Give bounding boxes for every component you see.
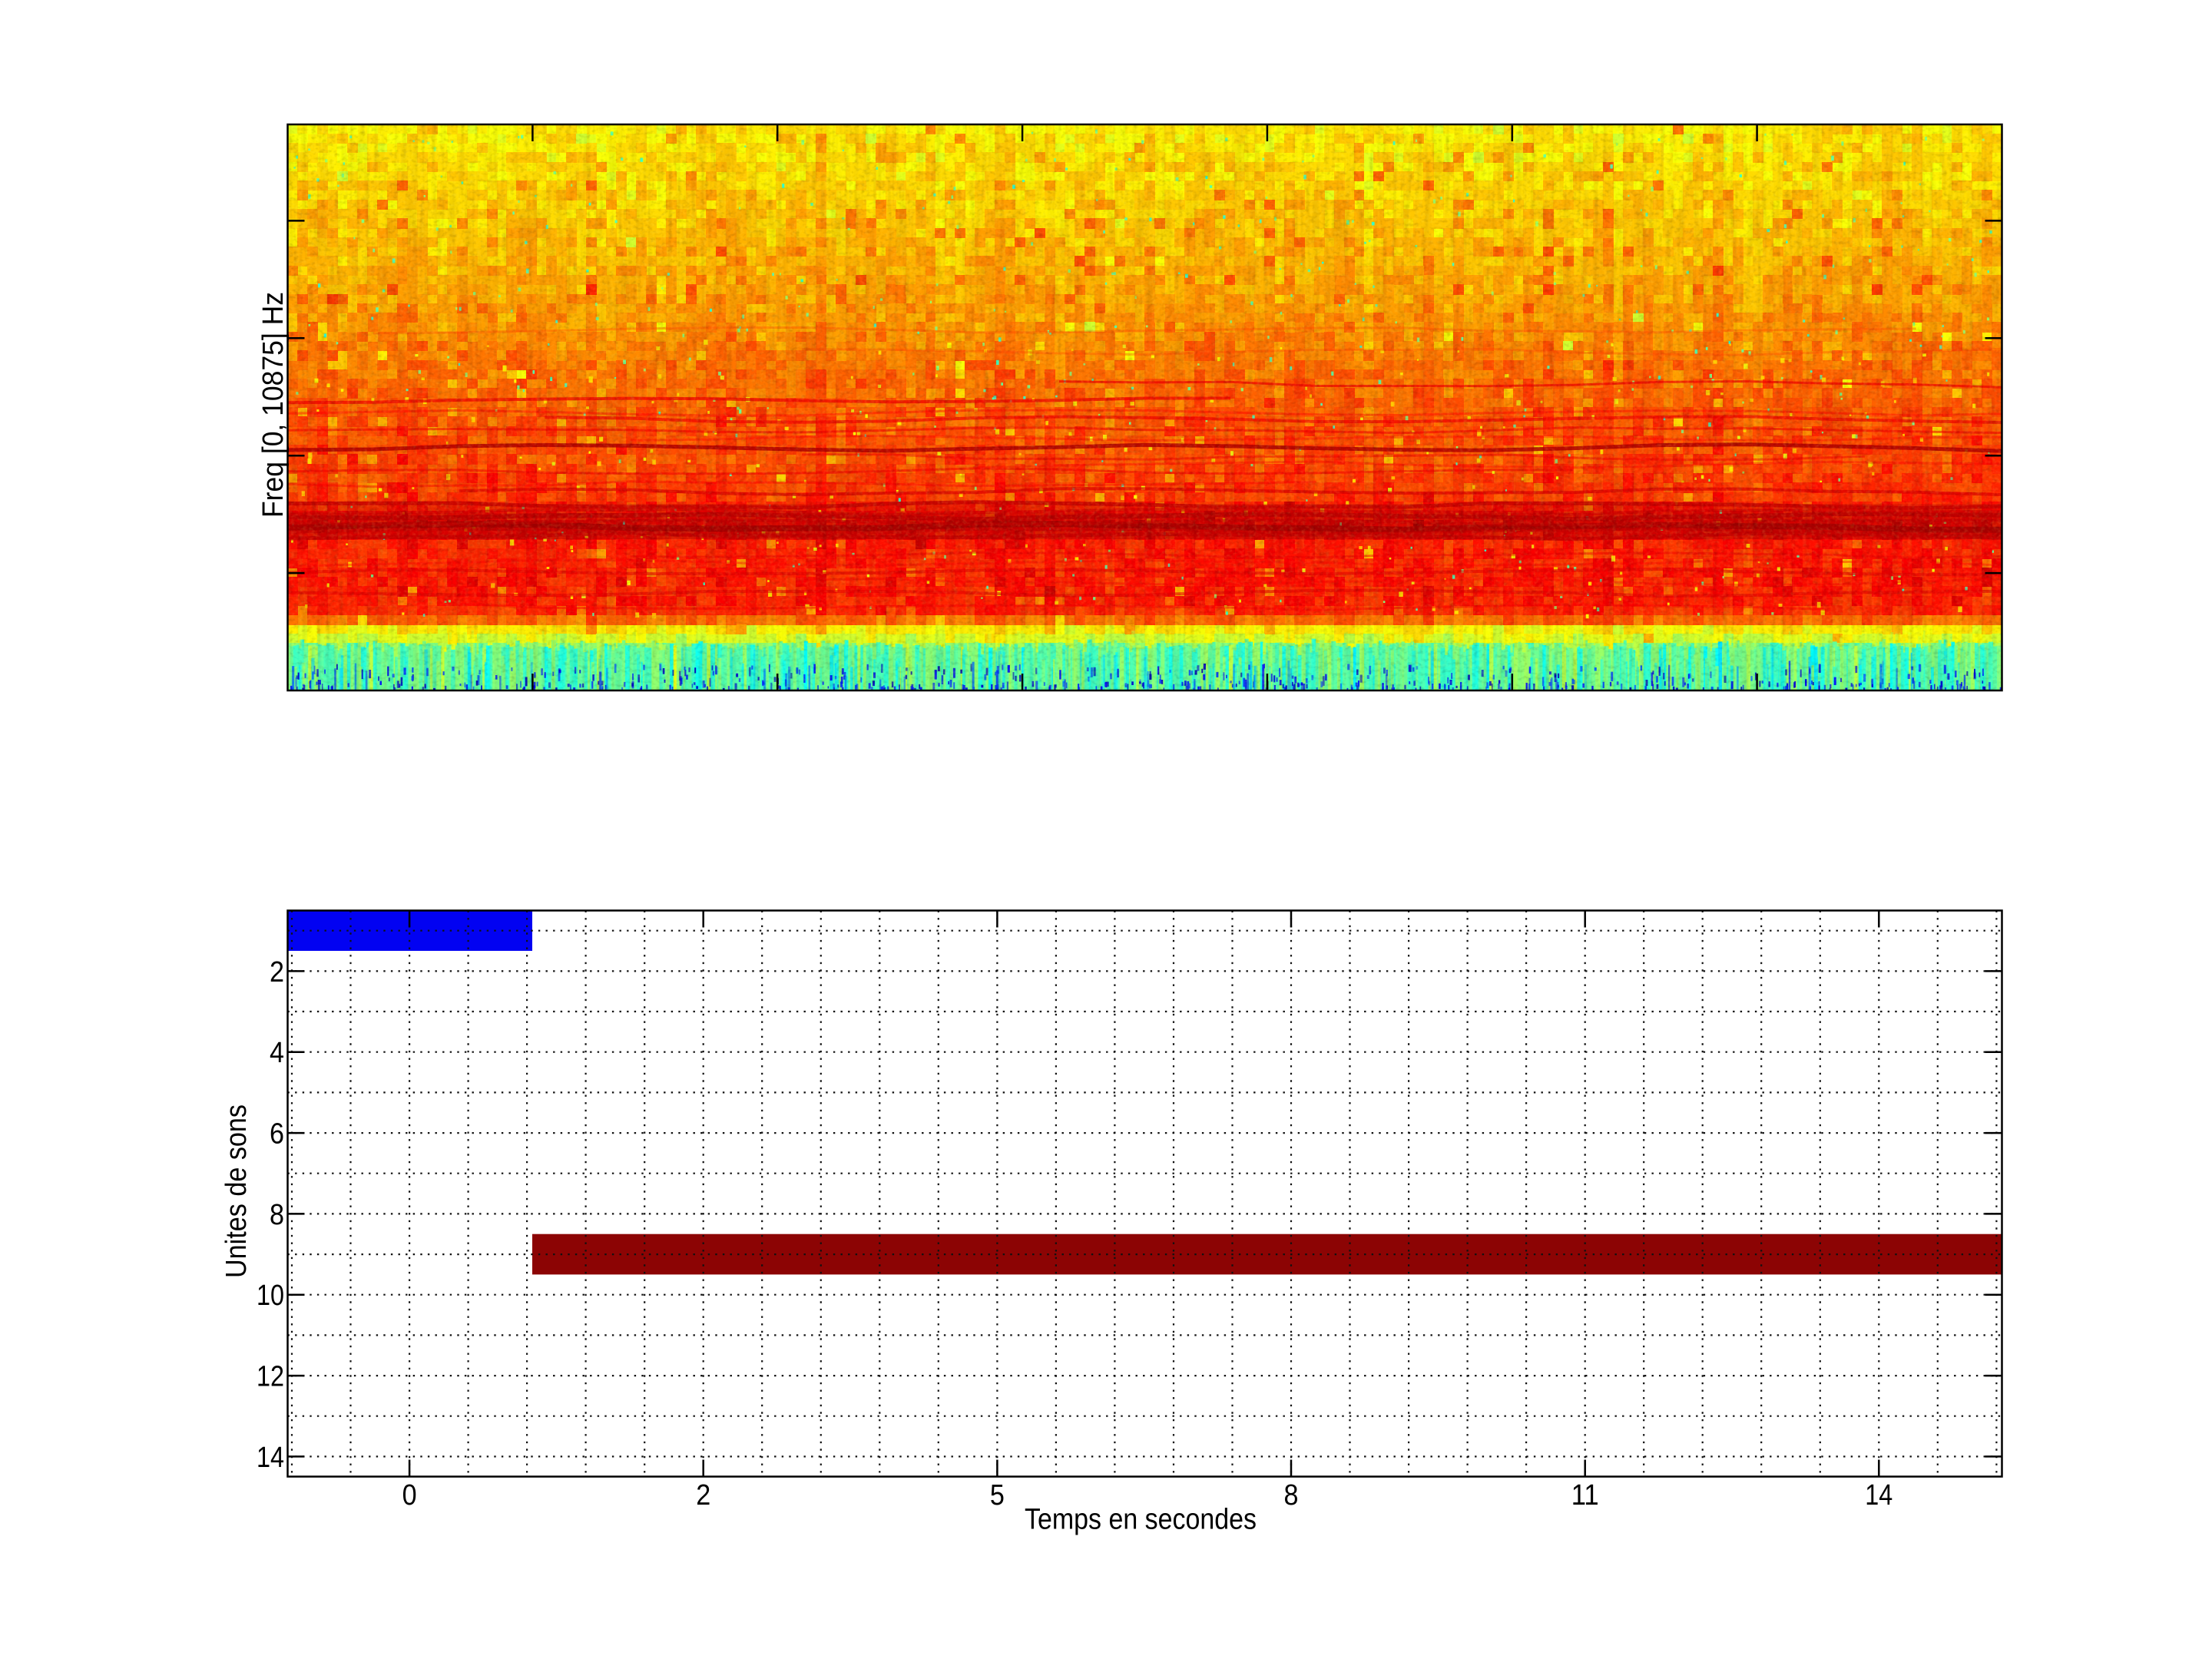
svg-text:Unites de sons: Unites de sons — [220, 1104, 253, 1278]
svg-text:14: 14 — [257, 1442, 284, 1474]
svg-text:Temps en secondes: Temps en secondes — [1025, 1504, 1257, 1536]
svg-text:12: 12 — [257, 1361, 284, 1393]
svg-text:10: 10 — [257, 1280, 284, 1312]
svg-text:6: 6 — [270, 1118, 284, 1151]
svg-text:8: 8 — [1284, 1479, 1299, 1512]
svg-text:2: 2 — [696, 1479, 710, 1512]
svg-text:2: 2 — [270, 956, 284, 988]
svg-text:Freq [0, 10875] Hz: Freq [0, 10875] Hz — [257, 292, 290, 518]
svg-text:0: 0 — [402, 1479, 417, 1512]
svg-text:8: 8 — [270, 1199, 284, 1231]
svg-text:11: 11 — [1571, 1479, 1599, 1512]
svg-text:5: 5 — [990, 1479, 1005, 1512]
svg-text:4: 4 — [270, 1037, 284, 1069]
svg-text:14: 14 — [1865, 1479, 1892, 1512]
